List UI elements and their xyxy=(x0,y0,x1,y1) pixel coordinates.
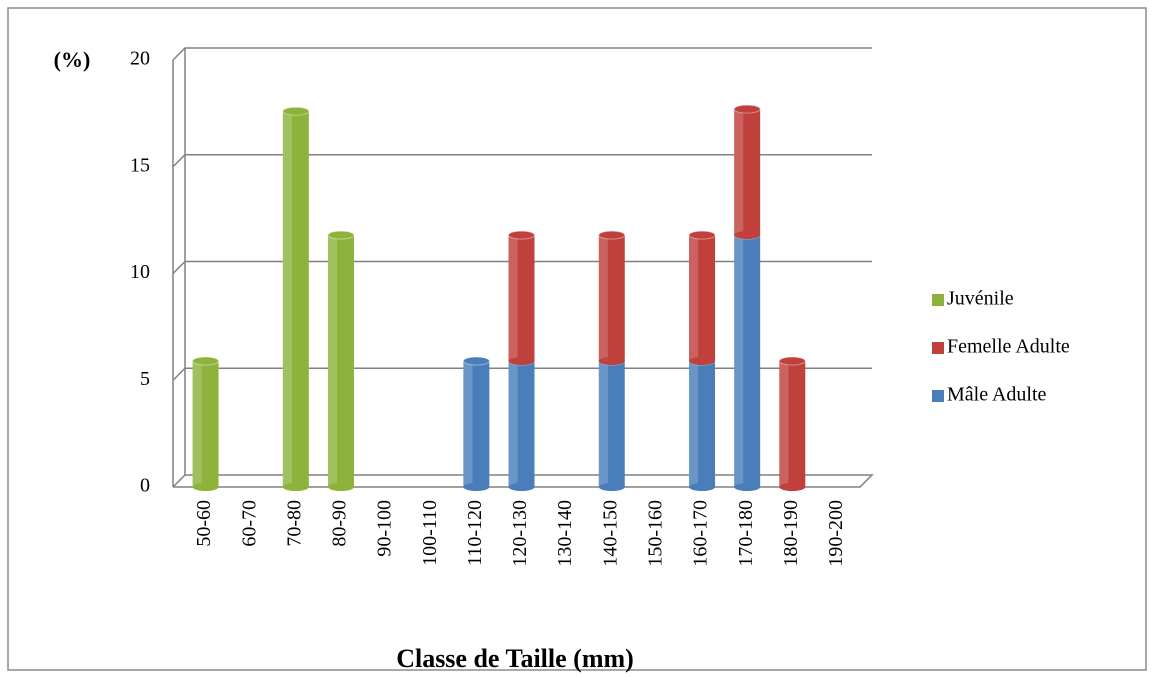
grid-line xyxy=(172,154,872,168)
bar-part xyxy=(327,235,338,487)
bar xyxy=(508,230,535,366)
bar-part xyxy=(689,361,699,487)
bar-part xyxy=(508,357,535,366)
bar-part xyxy=(463,361,490,487)
bar xyxy=(462,356,490,491)
y-tick-label: 5 xyxy=(140,368,150,390)
bar-part xyxy=(689,235,716,362)
bar-part xyxy=(327,483,354,491)
x-tick-label: 150-160 xyxy=(644,500,666,567)
x-tick-label: 110-120 xyxy=(464,500,486,566)
bar-part xyxy=(689,361,716,487)
bar-part xyxy=(282,111,309,488)
bar-part xyxy=(734,109,744,236)
bar-part xyxy=(734,231,761,240)
legend-swatch xyxy=(932,294,944,306)
x-tick-label: 130-140 xyxy=(554,500,576,567)
bar-part xyxy=(192,361,219,487)
bar xyxy=(192,356,220,491)
y-axis-title: (%) xyxy=(54,47,91,72)
bar xyxy=(778,356,806,491)
bar-part xyxy=(688,230,716,240)
grid-line xyxy=(172,474,874,488)
bar-part xyxy=(779,361,806,487)
bar-part xyxy=(598,235,625,362)
y-tick-label: 0 xyxy=(140,475,150,497)
bar-part xyxy=(508,235,518,362)
bar-part xyxy=(192,361,202,487)
legend-swatch xyxy=(932,390,944,402)
bar-part xyxy=(598,361,625,487)
bar-part xyxy=(598,230,626,240)
x-tick-label: 60-70 xyxy=(238,500,260,547)
x-tick-label: 80-90 xyxy=(329,500,351,547)
chart-frame xyxy=(7,7,1147,671)
bar-part xyxy=(192,356,220,366)
bar-part xyxy=(734,483,761,491)
bar-part xyxy=(282,111,292,488)
bar xyxy=(327,230,355,491)
bar-part xyxy=(689,483,716,491)
bar-part xyxy=(598,483,625,491)
bar xyxy=(688,230,716,366)
bar-part xyxy=(327,235,354,487)
bar-part xyxy=(192,483,219,491)
bar-part xyxy=(508,483,535,491)
bar xyxy=(688,356,716,491)
x-tick-label: 90-100 xyxy=(374,500,396,557)
y-tick-label: 10 xyxy=(130,261,150,283)
x-tick-label: 170-180 xyxy=(735,500,757,567)
bar xyxy=(733,104,761,240)
bar-part xyxy=(463,361,473,487)
y-tick-label: 20 xyxy=(130,48,150,70)
bar-part xyxy=(734,109,761,236)
y-tick-label: 15 xyxy=(130,154,150,176)
x-tick-label: 70-80 xyxy=(283,500,305,547)
bar-part xyxy=(779,361,789,487)
legend-label: Femelle Adulte xyxy=(947,336,1070,358)
bar xyxy=(598,356,626,491)
x-tick-label: 50-60 xyxy=(193,500,215,547)
bar-part xyxy=(733,104,761,114)
bar-part xyxy=(778,356,806,366)
x-tick-label: 100-110 xyxy=(419,500,441,566)
x-tick-label: 180-190 xyxy=(780,500,802,567)
bar-part xyxy=(463,483,490,491)
bar xyxy=(508,356,535,491)
bar-part xyxy=(508,230,535,240)
bar-part xyxy=(734,235,761,487)
bar-part xyxy=(689,235,699,362)
x-tick-label: 190-200 xyxy=(825,500,847,567)
bar-part xyxy=(282,483,309,491)
bar-part xyxy=(327,230,355,240)
bar xyxy=(733,230,761,491)
bar-part xyxy=(508,235,535,362)
bar-part xyxy=(689,357,716,366)
bar-part xyxy=(598,361,608,487)
legend-label: Juvénile xyxy=(947,288,1014,310)
bar-part xyxy=(462,356,490,366)
x-tick-label: 140-150 xyxy=(599,500,621,567)
legend-label: Mâle Adulte xyxy=(947,384,1047,406)
bar-part xyxy=(598,235,608,362)
grid-line xyxy=(172,47,872,61)
bar-part xyxy=(508,361,535,487)
legend-swatch xyxy=(932,342,944,354)
x-tick-label: 160-170 xyxy=(690,500,712,567)
bar-part xyxy=(282,106,310,116)
bar xyxy=(598,230,626,366)
x-tick-label: 120-130 xyxy=(509,500,531,567)
bar-part xyxy=(508,361,518,487)
bar-part xyxy=(598,357,625,366)
bar-part xyxy=(734,235,744,487)
bar xyxy=(282,106,310,491)
bar-part xyxy=(779,483,806,491)
x-axis-title: Classe de Taille (mm) xyxy=(396,644,634,673)
